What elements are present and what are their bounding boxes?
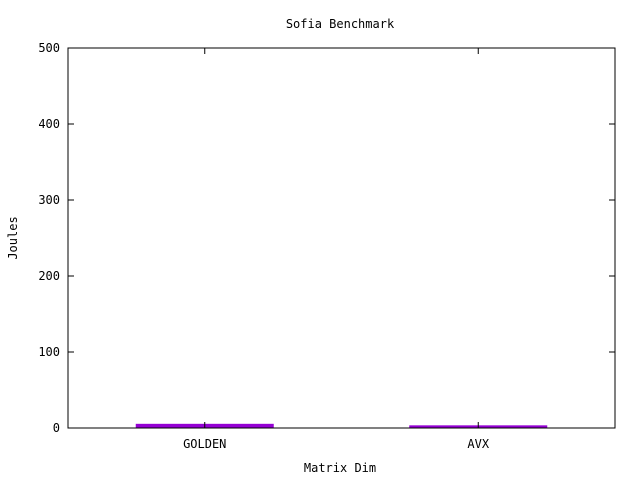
y-tick-label: 100	[38, 345, 60, 359]
x-tick-label: AVX	[467, 437, 489, 451]
chart-title: Sofia Benchmark	[286, 17, 395, 31]
y-tick-label: 300	[38, 193, 60, 207]
x-axis-label: Matrix Dim	[304, 461, 376, 475]
x-tick-label: GOLDEN	[183, 437, 226, 451]
labels-layer: 0 100 200 300 400 500 GOLDEN AVX	[38, 41, 490, 451]
plot-frame	[67, 47, 616, 429]
y-tick-label: 400	[38, 117, 60, 131]
y-tick-label: 200	[38, 269, 60, 283]
y-tick-label: 0	[53, 421, 60, 435]
y-axis-label: Joules	[6, 216, 20, 259]
y-tick-label: 500	[38, 41, 60, 55]
